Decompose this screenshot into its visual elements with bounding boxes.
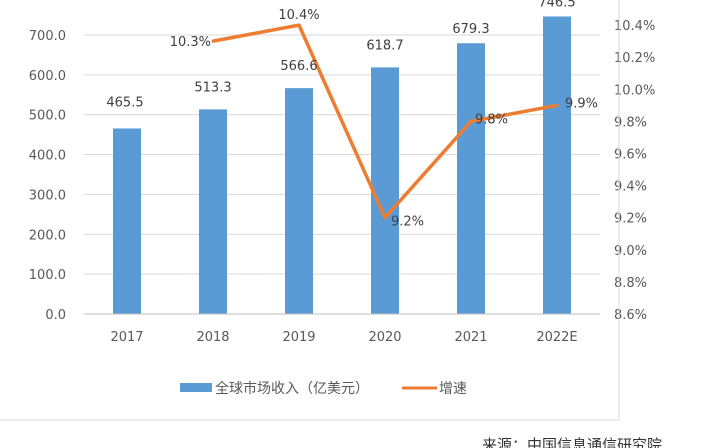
right-axis-tick: 9.4%: [614, 180, 647, 195]
left-axis-tick: 400.0: [29, 149, 66, 164]
line-data-label: 10.3%: [170, 35, 211, 50]
line-data-label: 9.8%: [475, 112, 508, 127]
right-axis-tick: 8.6%: [614, 308, 647, 323]
bar-data-label: 513.3: [194, 80, 231, 95]
x-axis-tick: 2021: [454, 330, 487, 345]
left-axis-tick: 300.0: [29, 188, 66, 203]
bar: [543, 16, 571, 315]
bar: [371, 67, 399, 315]
left-axis-tick: 600.0: [29, 69, 66, 84]
bar: [199, 109, 227, 314]
bar-data-label: 679.3: [452, 22, 489, 37]
x-axis-tick: 2017: [110, 330, 143, 345]
right-axis-tick: 8.8%: [614, 276, 647, 291]
x-axis-tick: 2020: [368, 330, 401, 345]
right-axis-tick: 10.6%: [614, 0, 655, 2]
right-axis-tick: 9.2%: [614, 212, 647, 227]
right-axis-tick: 10.4%: [614, 19, 655, 34]
left-axis-tick: 500.0: [29, 109, 66, 124]
line-point: [297, 23, 301, 27]
left-axis-tick: 800.0: [29, 0, 66, 4]
line-data-label: 9.2%: [391, 215, 424, 230]
legend-bar-swatch: [180, 383, 212, 392]
legend: 全球市场收入（亿美元） 增速: [180, 380, 467, 397]
bar: [285, 88, 313, 315]
left-axis-tick: 100.0: [29, 268, 66, 283]
line-point: [211, 39, 215, 43]
bar: [457, 43, 485, 315]
source-note: 来源：中国信息通信研究院: [482, 436, 662, 448]
left-axis-tick: 700.0: [29, 29, 66, 44]
x-axis-tick: 2019: [282, 330, 315, 345]
bar-data-label: 746.5: [538, 0, 575, 10]
line-point: [555, 103, 559, 107]
x-axis-tick: 2022E: [536, 330, 577, 345]
x-axis-tick: 2018: [196, 330, 229, 345]
right-axis-tick: 9.8%: [614, 115, 647, 130]
line-data-label: 10.4%: [278, 8, 319, 23]
legend-bar-label: 全球市场收入（亿美元）: [215, 380, 369, 397]
bar-data-label: 618.7: [366, 38, 403, 53]
bar: [113, 128, 141, 314]
line-point: [469, 119, 473, 123]
bar-data-label: 465.5: [106, 95, 143, 110]
bar-data-label: 566.6: [280, 59, 317, 74]
right-axis-tick: 9.6%: [614, 148, 647, 163]
line-data-label: 9.9%: [565, 96, 598, 111]
left-axis-tick: 0.0: [45, 308, 66, 323]
left-axis-tick: 200.0: [29, 228, 66, 243]
line-point: [383, 216, 387, 220]
legend-line-label: 增速: [439, 381, 467, 397]
right-axis-tick: 10.2%: [614, 51, 655, 66]
right-axis-tick: 9.0%: [614, 244, 647, 259]
right-axis-tick: 10.0%: [614, 83, 655, 98]
